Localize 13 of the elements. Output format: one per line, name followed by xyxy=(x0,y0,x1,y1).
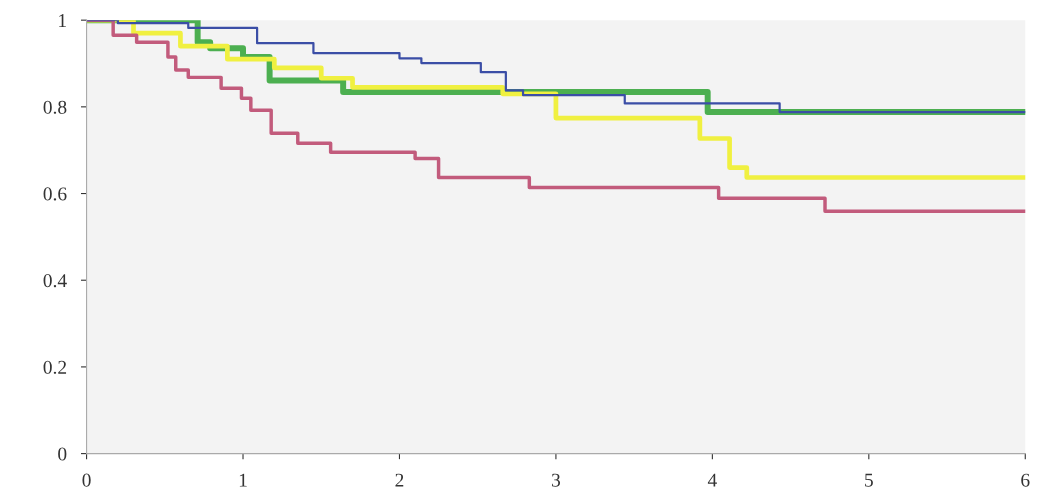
y-tick-label: 1 xyxy=(59,14,66,27)
x-tick-label: 3 xyxy=(551,473,561,487)
y-tick-label: 0.2 xyxy=(43,360,67,374)
x-tick-label: 0 xyxy=(82,473,91,487)
x-tick-label: 4 xyxy=(707,473,717,487)
x-tick-label: 1 xyxy=(239,473,247,487)
y-tick-label: 0.4 xyxy=(43,274,67,288)
x-tick-label: 5 xyxy=(865,473,873,487)
y-tick-label: 0.6 xyxy=(43,187,67,201)
x-tick-label: 2 xyxy=(395,473,404,487)
y-tick-label: 0.8 xyxy=(43,100,67,114)
x-tick-label: 6 xyxy=(1021,473,1030,487)
y-tick-label: 0 xyxy=(58,447,67,461)
